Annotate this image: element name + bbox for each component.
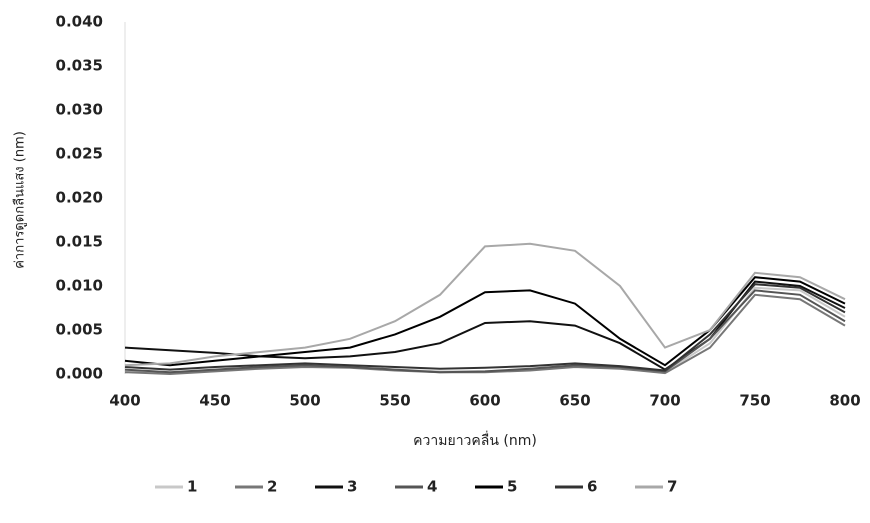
series-line bbox=[124, 283, 846, 372]
y-tick-label: 0.020 bbox=[56, 189, 103, 207]
x-tick-label: 500 bbox=[289, 392, 320, 410]
series-line bbox=[124, 280, 846, 371]
x-tick-label: 700 bbox=[649, 392, 680, 410]
x-tick-label: 450 bbox=[199, 392, 230, 410]
y-tick-label: 0.005 bbox=[56, 321, 103, 339]
x-tick-label: 650 bbox=[559, 392, 590, 410]
y-tick-label: 0.030 bbox=[56, 101, 103, 119]
y-tick-label: 0.040 bbox=[56, 13, 103, 31]
legend-label: 4 bbox=[427, 478, 437, 496]
x-tick-label: 750 bbox=[739, 392, 770, 410]
x-axis-label: ความยาวคลื่น (nm) bbox=[413, 431, 537, 449]
series-line bbox=[124, 289, 846, 374]
legend-label: 2 bbox=[267, 478, 277, 496]
legend-label: 7 bbox=[667, 478, 677, 496]
legend-label: 1 bbox=[187, 478, 197, 496]
y-tick-label: 0.010 bbox=[56, 277, 103, 295]
legend-label: 5 bbox=[507, 478, 517, 496]
x-tick-label: 800 bbox=[829, 392, 860, 410]
legend-label: 3 bbox=[347, 478, 357, 496]
series-line bbox=[124, 276, 846, 367]
y-tick-label: 0.000 bbox=[56, 365, 103, 383]
legend-label: 6 bbox=[587, 478, 597, 496]
series-line bbox=[124, 293, 846, 376]
y-tick-label: 0.025 bbox=[56, 145, 103, 163]
series-line bbox=[124, 242, 846, 367]
y-axis-label: ค่าการดูดกลืนแสง (nm) bbox=[12, 131, 28, 269]
series-line bbox=[124, 286, 846, 375]
x-tick-label: 550 bbox=[379, 392, 410, 410]
y-tick-label: 0.015 bbox=[56, 233, 103, 251]
x-tick-label: 400 bbox=[109, 392, 140, 410]
x-tick-label: 600 bbox=[469, 392, 500, 410]
y-tick-label: 0.035 bbox=[56, 57, 103, 75]
